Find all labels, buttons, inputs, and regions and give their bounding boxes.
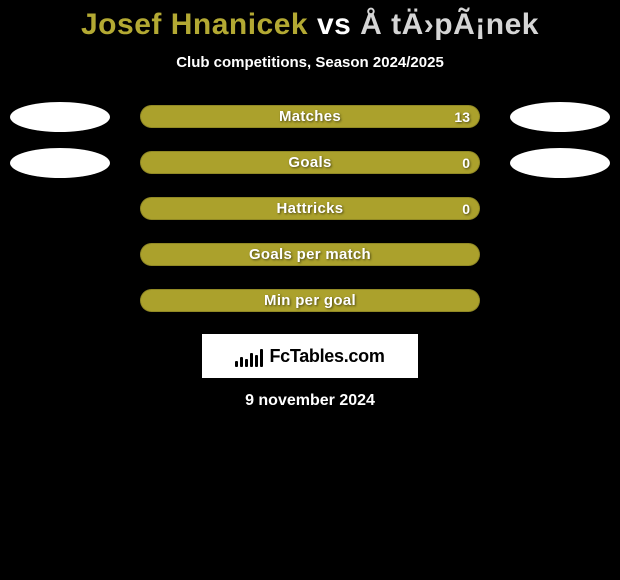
logo-bar: [240, 357, 243, 367]
stat-label: Hattricks: [140, 197, 480, 220]
logo-box: FcTables.com: [202, 334, 418, 378]
title-separator: vs: [317, 8, 351, 41]
subtitle: Club competitions, Season 2024/2025: [0, 54, 620, 71]
stat-row: Matches13: [0, 105, 620, 128]
stat-row: Hattricks0: [0, 197, 620, 220]
left-ellipse: [10, 102, 110, 132]
stat-label: Matches: [140, 105, 480, 128]
logo-bar: [235, 361, 238, 367]
logo-bar: [260, 349, 263, 367]
logo-bars-icon: [235, 345, 263, 367]
stat-bar: Hattricks0: [140, 197, 480, 220]
stat-value-right: 13: [454, 105, 470, 128]
stat-rows: Matches13Goals0Hattricks0Goals per match…: [0, 105, 620, 312]
stat-row: Goals per match: [0, 243, 620, 266]
logo-bar: [245, 359, 248, 367]
stat-bar: Matches13: [140, 105, 480, 128]
stat-bar: Goals per match: [140, 243, 480, 266]
logo-text: FcTables.com: [269, 346, 384, 367]
logo-bar: [250, 353, 253, 367]
stat-row: Goals0: [0, 151, 620, 174]
left-ellipse: [10, 148, 110, 178]
right-ellipse: [510, 102, 610, 132]
player-b-name: Å tÄ›pÃ¡nek: [360, 8, 539, 41]
stat-label: Min per goal: [140, 289, 480, 312]
player-a-name: Josef Hnanicek: [81, 8, 308, 41]
date-line: 9 november 2024: [0, 392, 620, 410]
comparison-infographic: Josef Hnanicek vs Å tÄ›pÃ¡nek Club compe…: [0, 0, 620, 580]
page-title: Josef Hnanicek vs Å tÄ›pÃ¡nek: [0, 0, 620, 42]
stat-value-right: 0: [462, 151, 470, 174]
right-ellipse: [510, 148, 610, 178]
stat-bar: Goals0: [140, 151, 480, 174]
stat-row: Min per goal: [0, 289, 620, 312]
logo-bar: [255, 355, 258, 367]
stat-label: Goals: [140, 151, 480, 174]
stat-bar: Min per goal: [140, 289, 480, 312]
stat-value-right: 0: [462, 197, 470, 220]
stat-label: Goals per match: [140, 243, 480, 266]
